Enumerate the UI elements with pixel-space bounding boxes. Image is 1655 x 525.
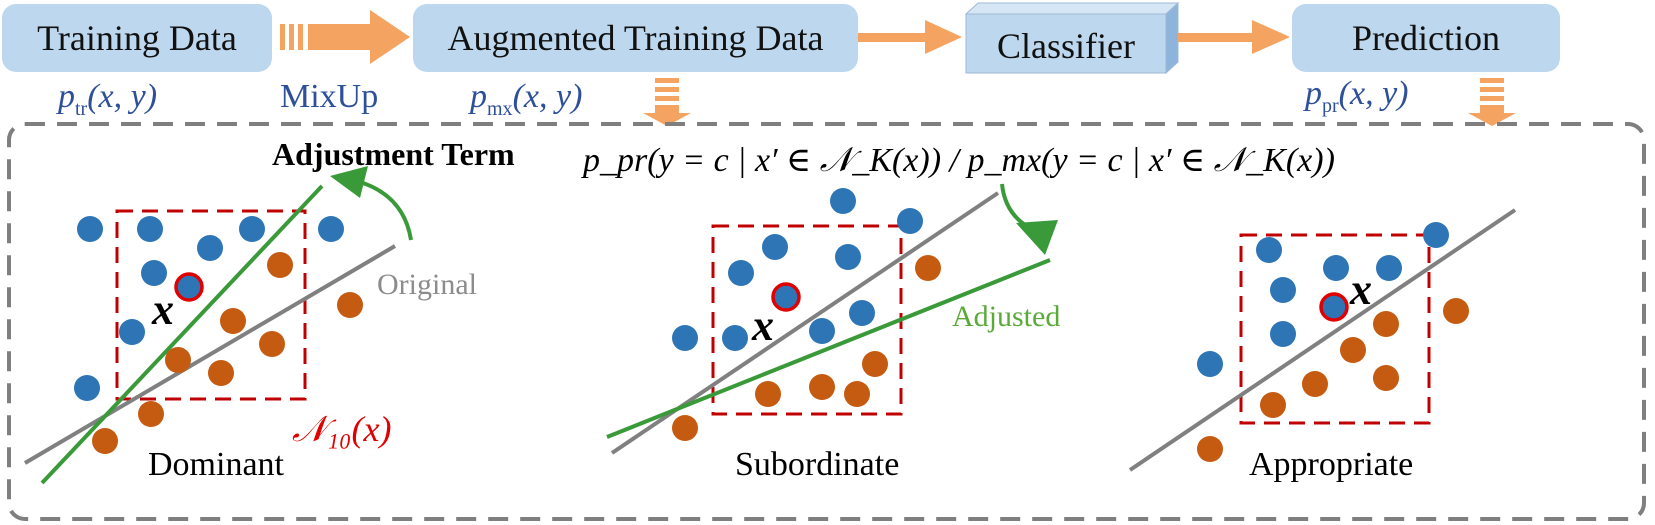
query-point-appropriate <box>1319 292 1349 322</box>
adjustment-term-title: Adjustment Term <box>272 136 515 172</box>
orange-points-subordinate <box>672 255 941 441</box>
x-label-dominant: x <box>152 285 174 334</box>
augmented-training-data-box: Augmented Training Data <box>413 4 858 72</box>
down-arrow-pr <box>1468 78 1516 126</box>
x-label-appropriate: x <box>1350 265 1372 314</box>
training-data-box: Training Data <box>2 4 272 72</box>
prediction-label: Prediction <box>1352 18 1500 58</box>
neighborhood-label: 𝒩₁₀(x) <box>292 409 392 449</box>
blue-points-dominant <box>74 216 344 401</box>
original-boundary-line <box>23 244 397 465</box>
adjusted-label: Adjusted <box>952 300 1061 333</box>
neighborhood-box-appropriate <box>1239 233 1431 425</box>
mixup-arrow <box>280 10 410 64</box>
adjusted-boundary-line-dominant <box>40 184 324 485</box>
appropriate-label: Appropriate <box>1249 446 1414 483</box>
rotation-arrowhead-dominant <box>330 166 368 198</box>
p-tr-label: ptr(x, y) <box>58 78 158 120</box>
p-mx-label: pmx(x, y) <box>470 78 583 120</box>
arrow-to-classifier <box>858 20 962 54</box>
boundary-line-appropriate <box>1128 208 1517 472</box>
classifier-label: Classifier <box>997 26 1135 66</box>
orange-points-appropriate <box>1197 298 1469 462</box>
rotation-arrow-dominant <box>359 180 413 241</box>
adjustment-frame <box>7 122 1646 521</box>
rotation-arrowhead-subordinate <box>1016 220 1058 255</box>
original-label: Original <box>377 268 477 301</box>
prediction-box: Prediction <box>1292 4 1560 72</box>
p-pr-label: ppr(x, y) <box>1305 75 1409 117</box>
panel-appropriate <box>1128 208 1517 472</box>
dominant-label: Dominant <box>148 446 284 483</box>
subordinate-label: Subordinate <box>735 446 900 483</box>
mixup-label: MixUp <box>280 78 379 115</box>
panel-subordinate <box>606 183 1058 455</box>
blue-points-subordinate <box>672 188 923 351</box>
x-label-subordinate: x <box>752 301 774 350</box>
adjusted-boundary-line <box>606 258 1051 439</box>
classifier-box <box>964 1 1180 75</box>
panel-dominant <box>23 166 413 485</box>
query-point-dominant <box>174 272 204 302</box>
rotation-arrow-subordinate <box>1000 183 1032 230</box>
adjustment-formula: p_pr(y = c | x′ ∈ 𝒩_K(x)) / p_mx(y = c |… <box>583 142 1335 179</box>
query-point-subordinate <box>771 282 801 312</box>
arrow-to-prediction <box>1178 20 1290 54</box>
training-data-label: Training Data <box>37 18 237 58</box>
blue-points-appropriate <box>1197 222 1449 377</box>
orange-points-dominant <box>92 252 363 454</box>
augmented-data-label: Augmented Training Data <box>447 18 824 58</box>
neighborhood-box-dominant <box>115 209 307 401</box>
down-arrow-mx <box>643 78 691 126</box>
